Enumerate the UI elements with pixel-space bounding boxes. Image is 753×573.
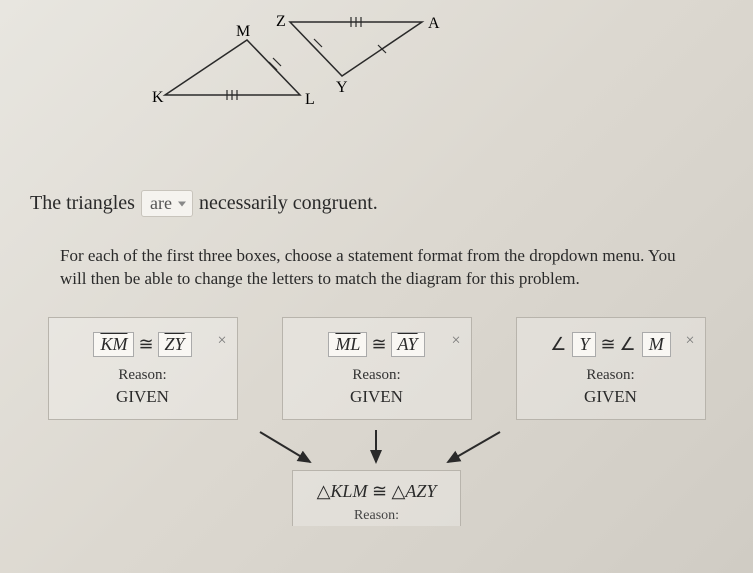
angle-input-left[interactable]: Y xyxy=(572,332,596,357)
conclusion-box[interactable]: △KLM ≅ △AZY Reason: xyxy=(292,470,462,526)
vertex-label-k: K xyxy=(152,89,164,106)
close-icon[interactable]: × xyxy=(451,332,460,350)
reason-value[interactable]: GIVEN xyxy=(59,387,227,407)
conclusion-statement: △KLM ≅ △AZY xyxy=(317,481,437,502)
congruent-symbol: ≅ xyxy=(372,481,387,501)
segment-input-left[interactable]: KM xyxy=(93,332,134,357)
vertex-label-a: A xyxy=(428,15,440,32)
angle-symbol: ∠ xyxy=(620,334,636,355)
proof-row: × KM ≅ ZY Reason: GIVEN × ML ≅ AY Reason… xyxy=(0,317,753,420)
conclusion-row: △KLM ≅ △AZY Reason: xyxy=(0,470,753,526)
reason-label: Reason: xyxy=(59,367,227,384)
proof-box-3[interactable]: × ∠ Y ≅ ∠ M Reason: GIVEN xyxy=(516,317,706,420)
statement-1: KM ≅ ZY xyxy=(93,332,191,357)
flow-arrows xyxy=(0,426,753,470)
reason-value[interactable]: GIVEN xyxy=(293,387,461,407)
sentence-part2: necessarily congruent. xyxy=(199,192,378,215)
triangle-zay xyxy=(290,22,422,76)
instructions-text: For each of the first three boxes, choos… xyxy=(60,245,693,291)
vertex-label-m: M xyxy=(236,23,250,40)
statement-3: ∠ Y ≅ ∠ M xyxy=(550,332,670,357)
segment-input-right[interactable]: AY xyxy=(391,332,425,357)
reason-value[interactable]: GIVEN xyxy=(527,387,695,407)
triangle-left: KLM xyxy=(330,481,367,501)
angle-input-right[interactable]: M xyxy=(642,332,671,357)
triangle-symbol: △ xyxy=(317,481,331,501)
congruent-symbol: ≅ xyxy=(600,334,615,355)
congruent-symbol: ≅ xyxy=(138,334,153,355)
close-icon[interactable]: × xyxy=(217,332,226,350)
congruent-symbol: ≅ xyxy=(371,334,386,355)
reason-label: Reason: xyxy=(527,367,695,384)
triangle-right: AZY xyxy=(405,481,436,501)
congruence-sentence: The triangles are necessarily congruent. xyxy=(30,190,753,217)
segment-input-left[interactable]: ML xyxy=(328,332,367,357)
angle-symbol: ∠ xyxy=(550,334,566,355)
conclusion-reason-label: Reason: xyxy=(317,508,437,524)
arrow-right xyxy=(448,432,500,462)
reason-label: Reason: xyxy=(293,367,461,384)
arrow-left xyxy=(260,432,310,462)
triangle-diagram: K M L Z A Y xyxy=(0,10,753,140)
vertex-label-z: Z xyxy=(276,13,286,30)
sentence-part1: The triangles xyxy=(30,192,135,215)
statement-2: ML ≅ AY xyxy=(328,332,424,357)
proof-box-2[interactable]: × ML ≅ AY Reason: GIVEN xyxy=(282,317,472,420)
diagram-svg: K M L Z A Y xyxy=(0,10,753,140)
are-dropdown[interactable]: are xyxy=(141,190,193,217)
triangle-kml xyxy=(165,40,300,95)
close-icon[interactable]: × xyxy=(685,332,694,350)
vertex-label-y: Y xyxy=(336,79,348,96)
proof-box-1[interactable]: × KM ≅ ZY Reason: GIVEN xyxy=(48,317,238,420)
triangle-symbol: △ xyxy=(392,481,406,501)
segment-input-right[interactable]: ZY xyxy=(158,332,192,357)
vertex-label-l: L xyxy=(305,91,315,108)
